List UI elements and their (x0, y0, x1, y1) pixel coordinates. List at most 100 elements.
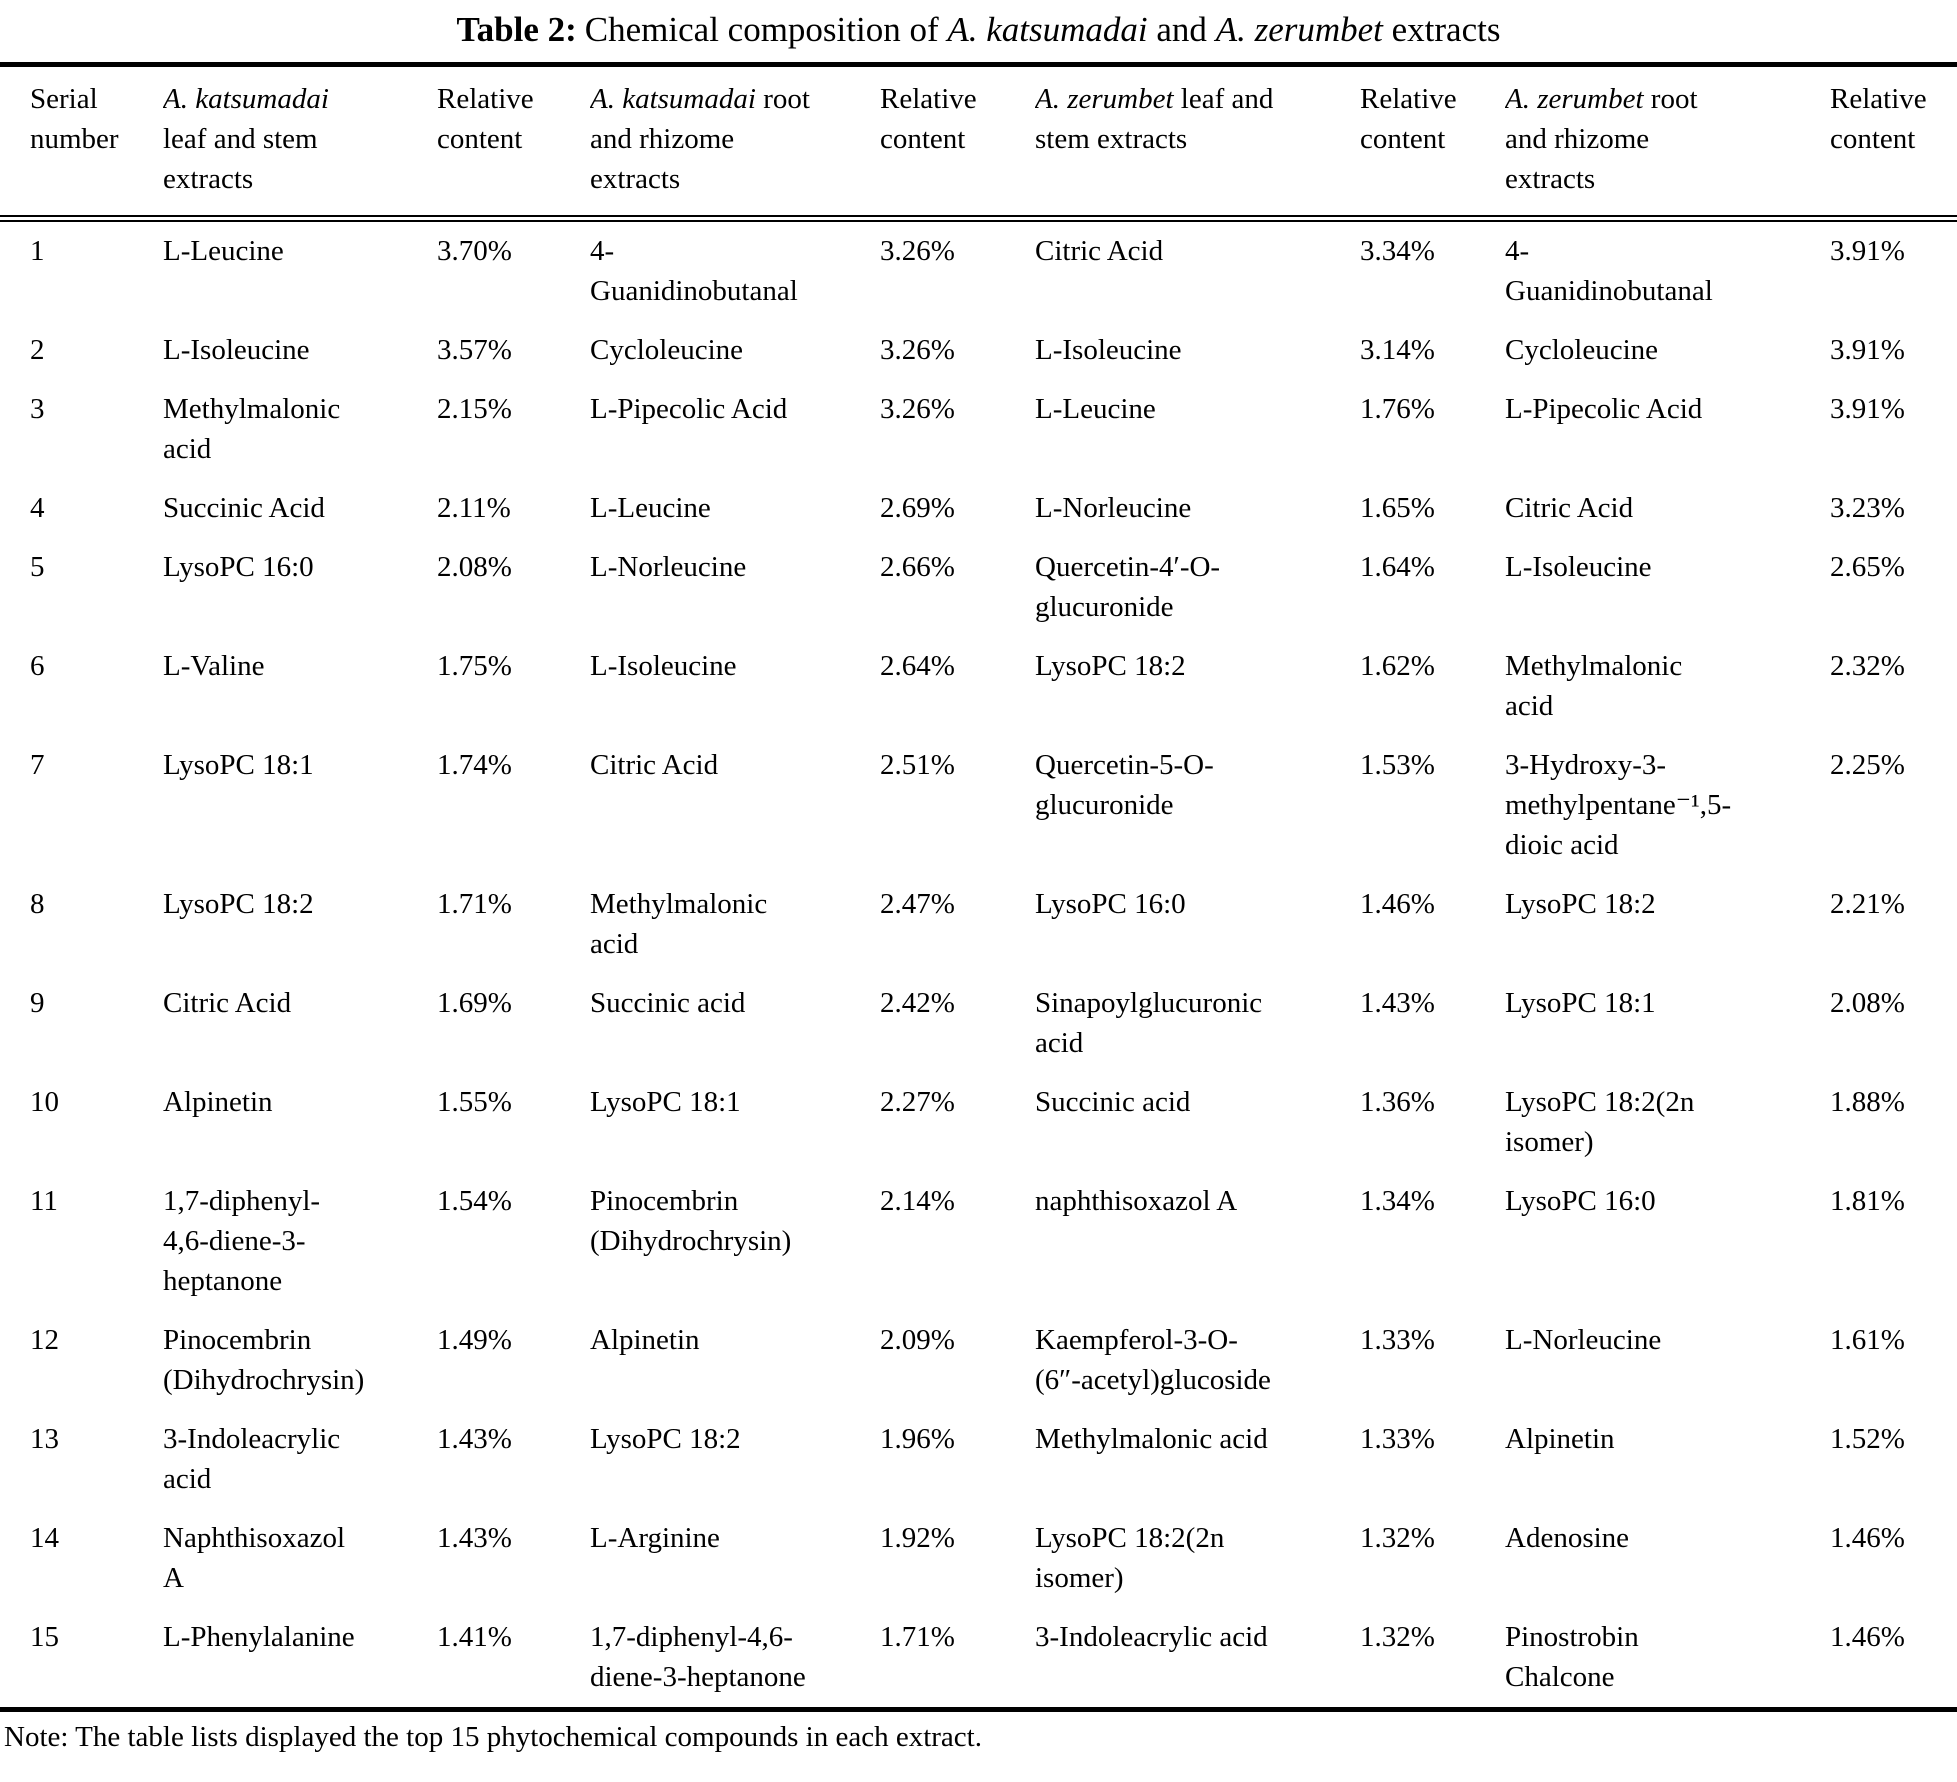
compound-cell: Alpinetin (1505, 1423, 1615, 1455)
relative-content-cell: 2.11% (437, 492, 511, 524)
species-name: A. katsumadai (590, 83, 756, 115)
table-note: Note: The table lists displayed the top … (4, 1721, 982, 1753)
relative-content-cell: 1.54% (437, 1185, 512, 1217)
compound-cell: Sinapoylglucuronic acid (1035, 987, 1263, 1059)
serial-cell: 14 (30, 1522, 59, 1554)
relative-content-cell: 2.09% (880, 1324, 955, 1356)
serial-cell: 9 (30, 987, 45, 1019)
table-row: 4 Succinic Acid 2.11% L-Leucine 2.69% L-Norle… (0, 479, 1957, 538)
serial-cell: 2 (30, 334, 45, 366)
compound-cell: L-Leucine (163, 235, 284, 267)
compound-cell: L-Isoleucine (163, 334, 310, 366)
relative-content-cell: 2.42% (880, 987, 955, 1019)
compound-cell: 4- Guanidinobutanal (1505, 235, 1713, 307)
column-header: Relative content (437, 64, 590, 222)
compound-cell: Citric Acid (1035, 235, 1164, 267)
compound-cell: Methylmalonic acid (163, 393, 341, 465)
table-row: 1 L-Leucine 3.70% 4- Guanidinobutanal 3.26% C… (0, 219, 1957, 322)
relative-content-cell: 1.46% (1830, 1522, 1905, 1554)
table-row: 5 LysoPC 16:0 2.08% L-Norleucine 2.66% Querce… (0, 538, 1957, 637)
compound-cell: LysoPC 16:0 (163, 551, 314, 583)
compound-cell: Cycloleucine (1505, 334, 1659, 366)
relative-content-cell: 3.26% (880, 235, 955, 267)
relative-content-cell: 1.49% (437, 1324, 512, 1356)
table-row: 12 Pinocembrin (Dihydrochrysin) 1.49% Alpin… (0, 1311, 1957, 1410)
relative-content-cell: 2.51% (880, 749, 955, 781)
serial-cell: 5 (30, 551, 45, 583)
compound-cell: LysoPC 16:0 (1035, 888, 1186, 920)
compound-cell: L-Pipecolic Acid (590, 393, 788, 425)
table-row: 9 Citric Acid 1.69% Succinic acid 2.42% Sinap… (0, 974, 1957, 1073)
relative-content-cell: 1.46% (1360, 888, 1435, 920)
compound-cell: L-Arginine (590, 1522, 720, 1554)
title-text: Table 2: (456, 10, 577, 49)
serial-cell: 13 (30, 1423, 59, 1455)
relative-content-cell: 1.46% (1830, 1621, 1905, 1653)
column-header: A. katsumadai leaf and stem extracts (163, 64, 437, 222)
compound-cell: L-Pipecolic Acid (1505, 393, 1703, 425)
compound-cell: naphthisoxazol A (1035, 1185, 1238, 1217)
relative-content-cell: 1.75% (437, 650, 512, 682)
serial-cell: 10 (30, 1086, 59, 1118)
compound-cell: Citric Acid (590, 749, 719, 781)
compound-cell: Succinic Acid (163, 492, 325, 524)
compound-cell: Cycloleucine (590, 334, 744, 366)
relative-content-cell: 2.08% (437, 551, 512, 583)
compound-cell: Succinic acid (590, 987, 746, 1019)
species-name: A. zerumbet (1215, 10, 1383, 49)
compound-cell: Pinocembrin (Dihydrochrysin) (590, 1185, 792, 1257)
table-row: 15 L-Phenylalanine 1.41% 1,7-diphenyl-4,6- … (0, 1608, 1957, 1710)
relative-content-cell: 2.25% (1830, 749, 1905, 781)
serial-cell: 8 (30, 888, 45, 920)
serial-cell: 15 (30, 1621, 59, 1653)
serial-cell: 12 (30, 1324, 59, 1356)
relative-content-cell: 1.32% (1360, 1522, 1435, 1554)
relative-content-cell: 1.71% (880, 1621, 955, 1653)
relative-content-cell: 2.69% (880, 492, 955, 524)
compound-cell: L-Isoleucine (1505, 551, 1652, 583)
compound-cell: Succinic acid (1035, 1086, 1191, 1118)
compound-cell: 3-Indoleacrylic acid (1035, 1621, 1268, 1653)
serial-cell: 1 (30, 235, 45, 267)
compound-cell: 4- Guanidinobutanal (590, 235, 798, 307)
compound-cell: L-Norleucine (590, 551, 747, 583)
compound-cell: Alpinetin (163, 1086, 273, 1118)
relative-content-cell: 3.91% (1830, 334, 1905, 366)
column-header: Relative content (1360, 64, 1505, 222)
relative-content-cell: 2.21% (1830, 888, 1905, 920)
compound-cell: Naphthisoxazol A (163, 1522, 346, 1594)
compound-cell: L-Leucine (1035, 393, 1156, 425)
relative-content-cell: 3.26% (880, 334, 955, 366)
relative-content-cell: 3.91% (1830, 235, 1905, 267)
composition-table: Serial number A. katsumadai leaf and stem… (0, 62, 1957, 1712)
relative-content-cell: 2.64% (880, 650, 955, 682)
compound-cell: LysoPC 18:2 (1035, 650, 1186, 682)
table-row: 7 LysoPC 18:1 1.74% Citric Acid 2.51% Quercet… (0, 736, 1957, 875)
compound-cell: LysoPC 18:2(2n isomer) (1035, 1522, 1225, 1594)
compound-cell: L-Valine (163, 650, 265, 682)
compound-cell: 1,7-diphenyl- 4,6-diene-3- heptanone (163, 1185, 321, 1297)
column-header: Relative content (880, 64, 1035, 222)
table-title: Table 2: Chemical composition of A. katsu… (0, 0, 1957, 62)
relative-content-cell: 1.69% (437, 987, 512, 1019)
compound-cell: L-Isoleucine (590, 650, 737, 682)
compound-cell: LysoPC 16:0 (1505, 1185, 1656, 1217)
relative-content-cell: 2.15% (437, 393, 512, 425)
compound-cell: Methylmalonic acid (590, 888, 768, 960)
relative-content-cell: 1.53% (1360, 749, 1435, 781)
species-name: A. katsumadai (947, 10, 1148, 49)
compound-cell: L-Norleucine (1505, 1324, 1662, 1356)
compound-cell: L-Leucine (590, 492, 711, 524)
relative-content-cell: 3.23% (1830, 492, 1905, 524)
table-row: 8 LysoPC 18:2 1.71% Methylmalonic acid 2.47%… (0, 875, 1957, 974)
relative-content-cell: 2.65% (1830, 551, 1905, 583)
header-row: Serial number A. katsumadai leaf and stem… (0, 64, 1957, 222)
compound-cell: LysoPC 18:2 (1505, 888, 1656, 920)
serial-cell: 7 (30, 749, 45, 781)
compound-cell: Pinostrobin Chalcone (1505, 1621, 1639, 1693)
table-row: 3 Methylmalonic acid 2.15% L-Pipecolic Acid… (0, 380, 1957, 479)
title-text: Chemical composition of (584, 10, 948, 49)
compound-cell: LysoPC 18:1 (1505, 987, 1656, 1019)
relative-content-cell: 1.81% (1830, 1185, 1905, 1217)
